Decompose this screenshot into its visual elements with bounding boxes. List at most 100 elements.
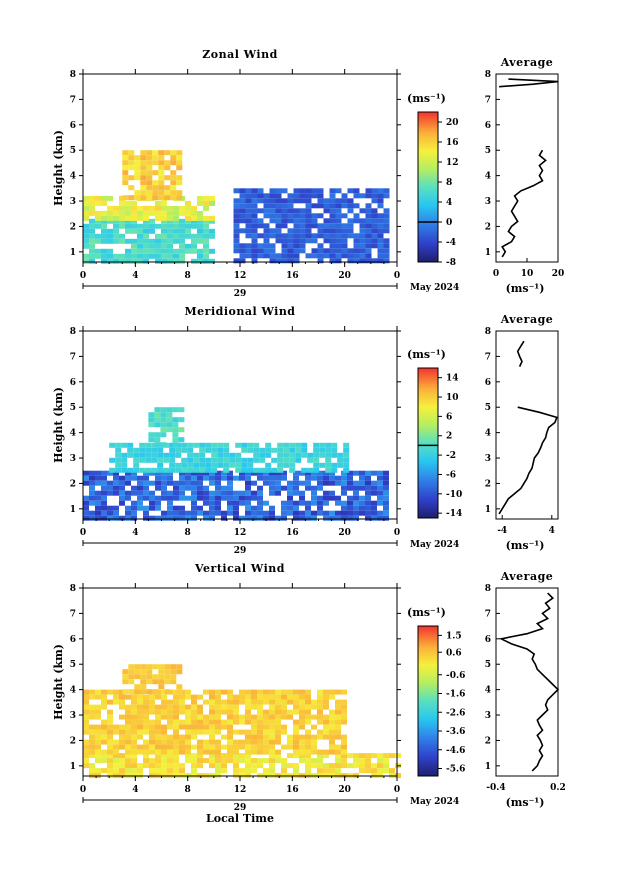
heatmap-cell (146, 190, 153, 196)
heatmap-cell (271, 467, 278, 473)
heatmap-cell (341, 203, 348, 209)
heatmap-cell (329, 233, 336, 239)
heatmap-cell (287, 699, 293, 705)
heatmap-cell (155, 238, 161, 244)
heatmap-cell (128, 679, 135, 685)
heatmap-cell (167, 215, 173, 221)
heatmap-cell (377, 480, 383, 486)
heatmap-cell (395, 753, 401, 759)
heatmap-cell (335, 218, 342, 224)
heatmap-cell (263, 193, 270, 199)
heatmap-cell (173, 218, 179, 224)
heatmap-cell (149, 470, 155, 476)
y-tick-label: 4 (70, 686, 76, 696)
heatmap-cell (331, 442, 338, 448)
heatmap-cell (163, 457, 170, 463)
heatmap-cell (353, 238, 360, 244)
heatmap-cell (191, 500, 197, 506)
heatmap-cell (299, 238, 306, 244)
heatmap-cell (275, 724, 281, 730)
heatmap-cell (347, 480, 353, 486)
heatmap-cell (275, 485, 281, 491)
heatmap-cell (293, 744, 299, 750)
heatmap-cell (185, 724, 191, 730)
heatmap-cell (269, 188, 276, 194)
heatmap-cell (233, 515, 239, 521)
heatmap-cell (269, 768, 275, 774)
heatmap-cell (149, 739, 155, 745)
heatmap-cell (341, 193, 348, 199)
heatmap-cell (239, 490, 245, 496)
heatmap-cell (176, 165, 183, 171)
heatmap-cell (329, 689, 335, 695)
heatmap-cell (139, 442, 146, 448)
heatmap-cell (119, 195, 125, 201)
heatmap-cell (164, 679, 171, 685)
heatmap-cell (155, 505, 161, 511)
heatmap-cell (173, 719, 179, 725)
heatmap-cell (197, 195, 203, 201)
heatmap-cell (299, 510, 305, 516)
heatmap-cell (269, 258, 276, 264)
heatmap-cell (145, 457, 152, 463)
profile-y-tick-label: 1 (485, 248, 491, 258)
heatmap-cell (305, 233, 312, 239)
heatmap-cell (125, 475, 131, 481)
heatmap-cell (175, 467, 182, 473)
heatmap-cell (107, 480, 113, 486)
heatmap-cell (241, 447, 248, 453)
heatmap-cell (179, 495, 185, 501)
heatmap-cell (271, 457, 278, 463)
heatmap-cell (101, 719, 107, 725)
profile-y-tick-label: 6 (485, 378, 491, 388)
heatmap-cell (305, 749, 311, 755)
heatmap-cell (161, 200, 167, 206)
heatmap-cell (209, 470, 215, 476)
heatmap-cell (233, 238, 240, 244)
heatmap-cell (95, 495, 101, 501)
heatmap-cell (209, 515, 215, 521)
heatmap-cell (329, 193, 336, 199)
heatmap-cell (259, 457, 266, 463)
heatmap-cell (176, 155, 183, 161)
heatmap-cell (383, 485, 389, 491)
heatmap-cell (161, 475, 167, 481)
heatmap-cell (95, 515, 101, 521)
heatmap-cell (83, 739, 89, 745)
heatmap-cell (125, 709, 131, 715)
heatmap-cell (283, 442, 290, 448)
heatmap-cell (113, 223, 119, 229)
heatmap-cell (83, 689, 89, 695)
heatmap-cell (347, 248, 354, 254)
heatmap-cell (269, 714, 275, 720)
heatmap-cell (83, 763, 89, 769)
heatmap-cell (217, 442, 224, 448)
heatmap-cell (191, 763, 197, 769)
heatmap-cell (155, 709, 161, 715)
heatmap-cell (371, 218, 378, 224)
heatmap-cell (191, 505, 197, 511)
heatmap-cell (121, 457, 128, 463)
heatmap-cell (101, 758, 107, 764)
heatmap-cell (257, 749, 263, 755)
heatmap-cell (299, 218, 306, 224)
heatmap-cell (377, 490, 383, 496)
heatmap-cell (109, 442, 116, 448)
heatmap-cell (377, 213, 384, 219)
heatmap-cell (89, 515, 95, 521)
heatmap-cell (95, 238, 101, 244)
heatmap-cell (269, 704, 275, 710)
heatmap-cell (137, 223, 143, 229)
heatmap-cell (341, 689, 347, 695)
profile-y-tick-label: 4 (485, 686, 491, 696)
heatmap-cell (107, 505, 113, 511)
heatmap-cell (299, 689, 305, 695)
heatmap-cell (209, 495, 215, 501)
heatmap-cell (371, 228, 378, 234)
heatmap-cell (341, 510, 347, 516)
heatmap-cell (233, 203, 240, 209)
heatmap-cell (377, 203, 384, 209)
heatmap-cell (359, 763, 365, 769)
heatmap-cell (140, 679, 147, 685)
heatmap-cell (173, 714, 179, 720)
